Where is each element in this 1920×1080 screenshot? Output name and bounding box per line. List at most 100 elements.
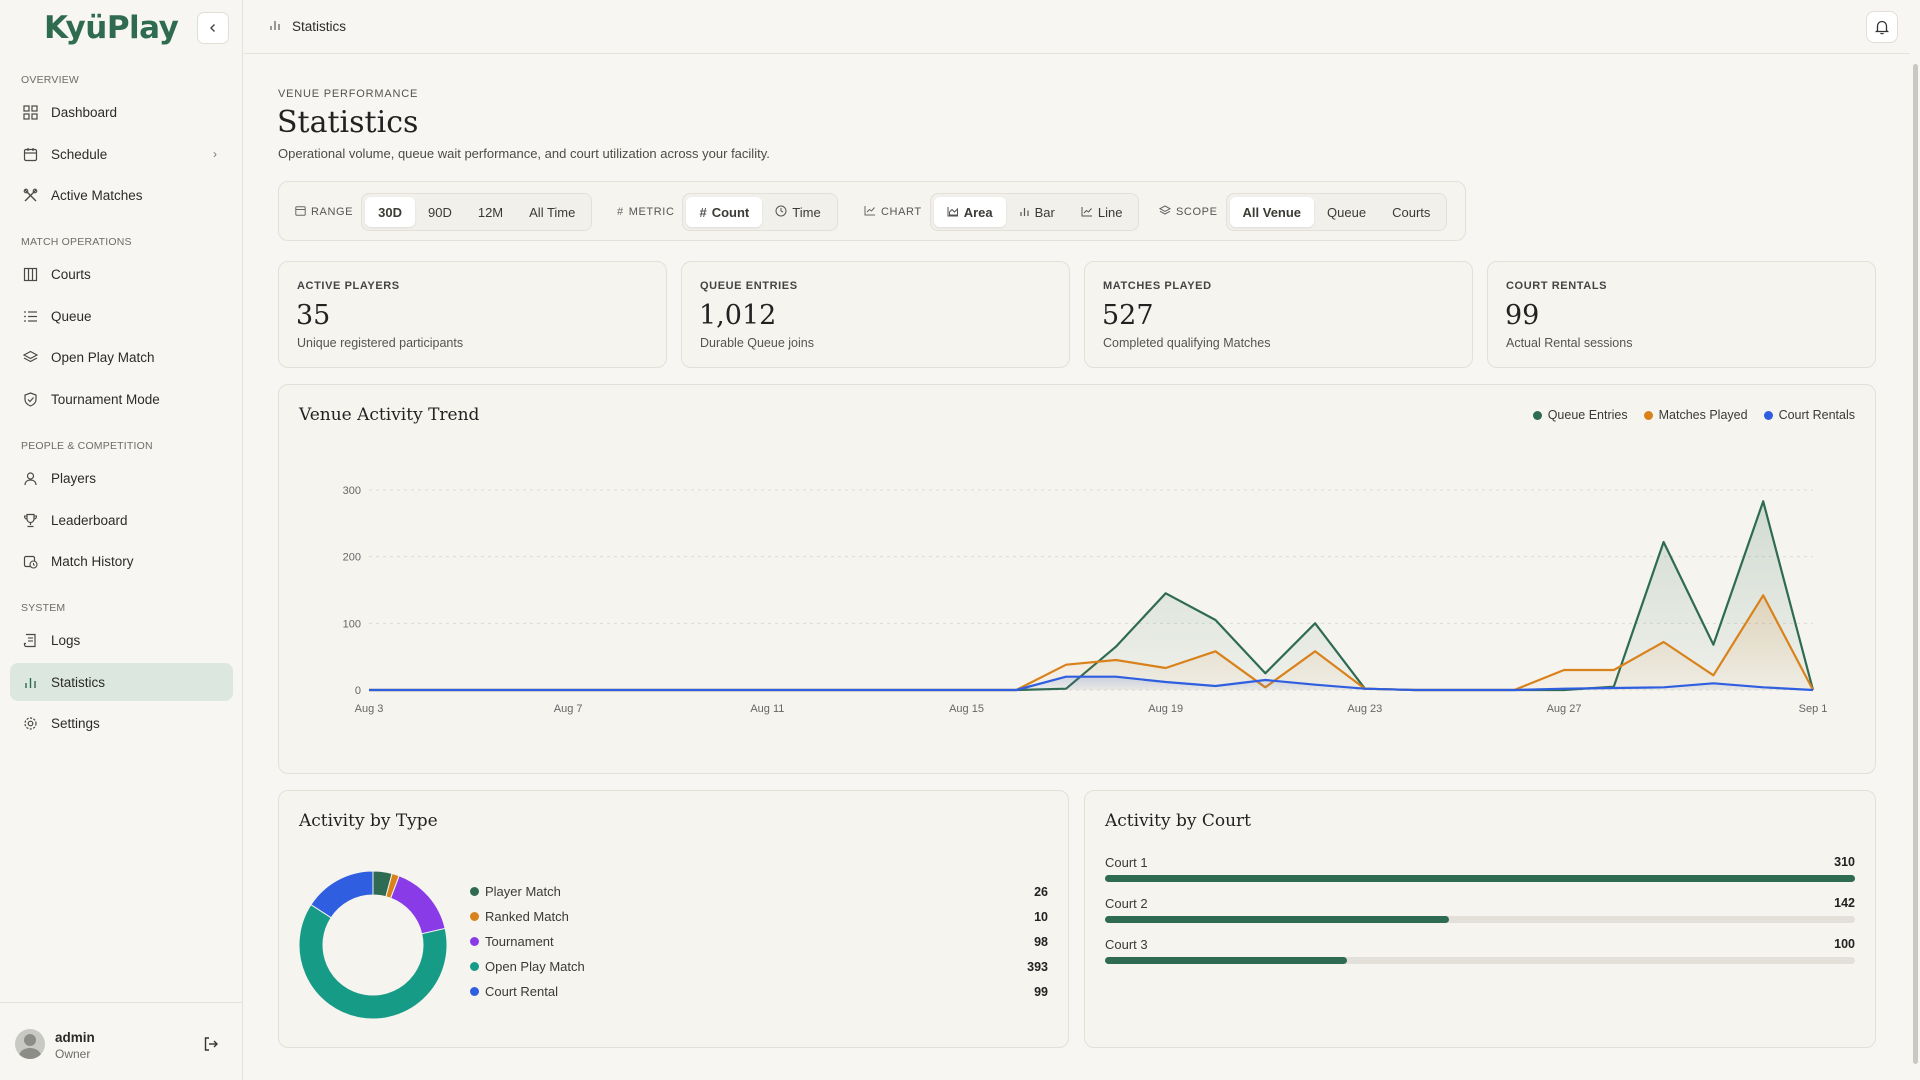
sidebar-item-schedule[interactable]: Schedule ›: [10, 135, 233, 173]
legend-item-court-rentals[interactable]: Court Rentals: [1763, 408, 1855, 422]
metric-segmented-control: # Count Time: [682, 193, 838, 231]
scope-option-queue[interactable]: Queue: [1327, 204, 1367, 220]
sidebar-item-logs[interactable]: Logs: [10, 621, 233, 659]
court-row[interactable]: Court 2 142: [1105, 896, 1855, 936]
donut-slice-tournament[interactable]: [390, 875, 446, 935]
activity-by-type-donut[interactable]: [293, 865, 453, 1025]
type-label: Ranked Match: [485, 909, 569, 924]
chart-option-bar[interactable]: Bar: [1006, 197, 1068, 227]
range-option-all-time[interactable]: All Time: [529, 204, 576, 220]
type-label: Court Rental: [485, 984, 558, 999]
x-tick-label: Aug 3: [355, 703, 384, 715]
type-value: 393: [1027, 959, 1048, 974]
sidebar-item-settings[interactable]: Settings: [10, 704, 233, 742]
range-option-30d[interactable]: 30D: [365, 197, 415, 227]
range-option-12m[interactable]: 12M: [477, 204, 504, 220]
kpi-value: 35: [296, 300, 331, 331]
kpi-label: QUEUE ENTRIES: [700, 280, 798, 292]
legend-item-matches-played[interactable]: Matches Played: [1643, 408, 1748, 422]
range-segmented-control: 30D 90D 12M All Time: [361, 193, 593, 231]
logout-icon[interactable]: [203, 1036, 219, 1055]
scope-label: SCOPE: [1158, 204, 1218, 220]
avatar[interactable]: [15, 1029, 45, 1059]
gear-icon: [22, 715, 38, 731]
venue-activity-trend-chart[interactable]: 0 100 200 300 Aug 3 Aug 7 Aug 11 Aug 15 Aug 19 Au…: [279, 385, 1877, 775]
court-row[interactable]: Court 1 310: [1105, 855, 1855, 895]
x-tick-label: Aug 19: [1148, 703, 1183, 715]
legend-swatch: [470, 887, 479, 896]
type-value: 10: [1034, 909, 1048, 924]
sidebar-item-label: Leaderboard: [51, 512, 128, 528]
sidebar-item-label: Match History: [51, 553, 134, 569]
series-line-court-rentals[interactable]: [369, 675, 1814, 692]
card-title: Activity by Type: [299, 811, 438, 831]
type-legend-row[interactable]: Tournament 98: [470, 929, 1048, 954]
sidebar-item-label: Queue: [51, 308, 92, 324]
sidebar-item-active-matches[interactable]: Active Matches: [10, 176, 233, 214]
range-filter: RANGE 30D 90D 12M All Time: [295, 193, 593, 231]
sidebar-item-leaderboard[interactable]: Leaderboard: [10, 501, 233, 539]
x-tick-label: Aug 23: [1347, 703, 1382, 715]
y-tick-label: 100: [343, 618, 361, 630]
kpi-value: 99: [1505, 300, 1540, 331]
scope-option-all-venue[interactable]: All Venue: [1229, 197, 1315, 227]
sidebar-item-match-history[interactable]: Match History: [10, 542, 233, 580]
court-bar-track: [1105, 957, 1855, 964]
user-profile: admin Owner: [0, 1002, 243, 1080]
page-scrollbar[interactable]: [1910, 54, 1920, 1080]
kpi-caption: Durable Queue joins: [700, 336, 814, 350]
scope-option-courts[interactable]: Courts: [1392, 204, 1431, 220]
type-legend-row[interactable]: Open Play Match 393: [470, 954, 1048, 979]
x-tick-label: Aug 11: [750, 703, 784, 715]
type-value: 98: [1034, 934, 1048, 949]
sidebar-item-label: Active Matches: [51, 187, 143, 203]
kpi-active-players: ACTIVE PLAYERS 35 Unique registered part…: [278, 261, 667, 368]
chart-label: CHART: [864, 205, 922, 219]
sidebar-item-open-play[interactable]: Open Play Match: [10, 338, 233, 376]
sidebar-item-statistics[interactable]: Statistics: [10, 663, 233, 701]
sidebar-item-players[interactable]: Players: [10, 459, 233, 497]
court-row[interactable]: Court 3 100: [1105, 937, 1855, 977]
legend-item-queue-entries[interactable]: Queue Entries: [1532, 408, 1628, 422]
metric-option-count[interactable]: # Count: [686, 197, 763, 227]
kpi-court-rentals: COURT RENTALS 99 Actual Rental sessions: [1487, 261, 1876, 368]
breadcrumb: Statistics: [269, 19, 346, 34]
legend-swatch: [1763, 410, 1773, 420]
grid-icon: [22, 104, 38, 120]
notifications-button[interactable]: [1866, 11, 1898, 43]
range-option-90d[interactable]: 90D: [427, 204, 452, 220]
nav-section-match-operations: MATCH OPERATIONS: [21, 236, 132, 248]
metric-filter: # METRIC # Count Time: [617, 193, 838, 231]
hash-icon: #: [617, 206, 624, 218]
type-legend-row[interactable]: Court Rental 99: [470, 979, 1048, 1004]
activity-by-court-card: Activity by Court Court 1 310 Court 2 142 Co…: [1084, 790, 1876, 1048]
donut-slice-open-play-match[interactable]: [298, 903, 448, 1020]
collapse-sidebar-button[interactable]: [197, 12, 229, 44]
trophy-icon: [22, 512, 38, 528]
court-value: 142: [1834, 896, 1855, 910]
sidebar-item-label: Players: [51, 470, 97, 486]
chart-option-area[interactable]: Area: [933, 197, 1006, 227]
sidebar-item-tournament[interactable]: Tournament Mode: [10, 380, 233, 418]
kpi-label: MATCHES PLAYED: [1103, 280, 1212, 292]
scrollbar-thumb[interactable]: [1913, 64, 1918, 1064]
donut-slice-court-rental[interactable]: [310, 870, 374, 919]
activity-by-type-card: Activity by Type Player Match 26 Ranked Ma…: [278, 790, 1069, 1048]
bar-chart-icon: [1019, 205, 1030, 220]
sidebar-item-dashboard[interactable]: Dashboard: [10, 93, 233, 131]
brand-logo[interactable]: KyüPlay: [44, 10, 179, 46]
kpi-value: 527: [1102, 300, 1154, 331]
sidebar-item-courts[interactable]: Courts: [10, 255, 233, 293]
legend-swatch: [470, 937, 479, 946]
range-label: RANGE: [295, 205, 353, 219]
type-legend-row[interactable]: Player Match 26: [470, 879, 1048, 904]
sidebar-item-queue[interactable]: Queue: [10, 297, 233, 335]
user-role: Owner: [55, 1047, 91, 1061]
type-label: Tournament: [485, 934, 554, 949]
type-label: Open Play Match: [485, 959, 585, 974]
type-legend-row[interactable]: Ranked Match 10: [470, 904, 1048, 929]
court-name: Court 1: [1105, 855, 1148, 870]
court-bar-fill: [1105, 957, 1347, 964]
chart-option-line[interactable]: Line: [1068, 197, 1136, 227]
metric-option-time[interactable]: Time: [762, 197, 833, 227]
